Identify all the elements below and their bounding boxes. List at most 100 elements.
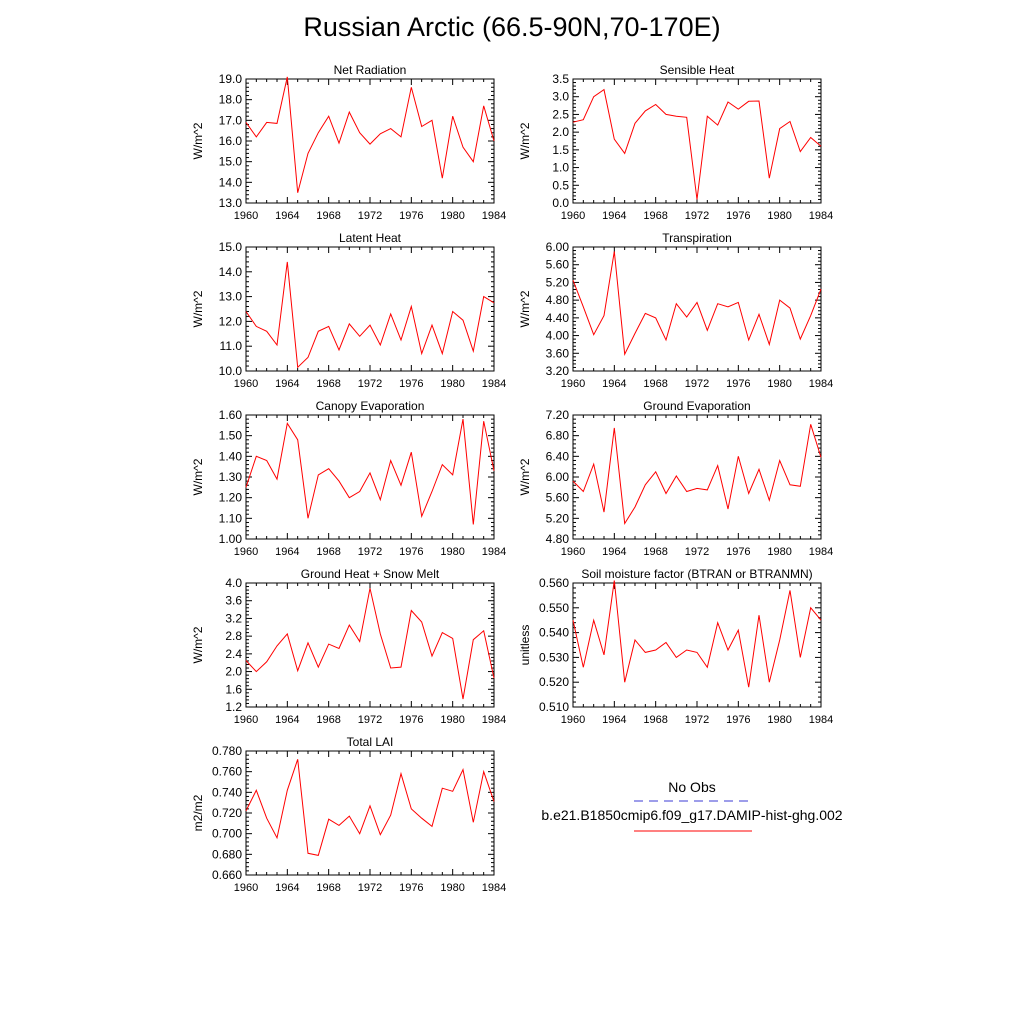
panel-title: Ground Evaporation: [643, 399, 750, 413]
y-tick-label: 0.720: [212, 806, 242, 820]
y-tick-label: 3.6: [225, 594, 242, 608]
x-tick-label: 1984: [482, 546, 506, 558]
x-tick-label: 1980: [440, 378, 464, 390]
y-tick-label: 6.40: [546, 449, 570, 463]
plot-frame: [245, 246, 495, 372]
plot-frame: [572, 246, 822, 372]
x-tick-label: 1968: [643, 714, 667, 726]
x-tick-label: 1964: [602, 210, 626, 222]
x-tick-label: 1960: [234, 378, 258, 390]
x-tick-label: 1964: [602, 378, 626, 390]
panel-title: Total LAI: [347, 735, 394, 749]
y-tick-label: 6.80: [546, 429, 570, 443]
plot-frame: [245, 414, 495, 540]
x-tick-label: 1964: [602, 546, 626, 558]
panel-title: Latent Heat: [339, 231, 402, 245]
y-tick-label: 13.0: [219, 196, 243, 210]
y-tick-label: 0.700: [212, 827, 242, 841]
y-tick-label: 0.5: [552, 178, 569, 192]
y-axis-label: W/m^2: [191, 122, 205, 159]
x-tick-label: 1968: [316, 714, 340, 726]
y-tick-label: 0.540: [539, 626, 569, 640]
series-line: [572, 251, 822, 356]
x-tick-label: 1964: [275, 546, 299, 558]
figure-title: Russian Arctic (66.5-90N,70-170E): [303, 12, 721, 42]
y-tick-label: 1.00: [219, 532, 243, 546]
y-tick-label: 1.30: [219, 470, 243, 484]
y-axis-label: unitless: [518, 625, 532, 666]
legend-model-label: b.e21.B1850cmip6.f09_g17.DAMIP-hist-ghg.…: [541, 807, 843, 823]
y-axis-label: W/m^2: [518, 122, 532, 159]
x-tick-label: 1984: [482, 882, 506, 894]
x-tick-label: 1980: [440, 714, 464, 726]
series-line: [245, 588, 495, 700]
y-tick-label: 2.0: [552, 125, 569, 139]
x-tick-label: 1976: [399, 546, 423, 558]
x-tick-label: 1980: [440, 546, 464, 558]
x-tick-label: 1980: [767, 546, 791, 558]
y-tick-label: 1.5: [552, 143, 569, 157]
x-tick-label: 1984: [809, 714, 833, 726]
x-tick-label: 1964: [275, 210, 299, 222]
x-tick-label: 1964: [275, 378, 299, 390]
x-tick-label: 1972: [358, 882, 382, 894]
plot-frame: [572, 414, 822, 540]
x-tick-label: 1964: [275, 882, 299, 894]
y-tick-label: 4.00: [546, 329, 570, 343]
plot-frame: [245, 582, 495, 708]
y-tick-label: 14.0: [219, 175, 243, 189]
y-tick-label: 4.40: [546, 311, 570, 325]
series-line: [245, 759, 495, 856]
x-tick-label: 1960: [234, 882, 258, 894]
x-tick-label: 1968: [316, 546, 340, 558]
plot-frame: [572, 582, 822, 708]
y-tick-label: 18.0: [219, 93, 243, 107]
x-tick-label: 1972: [358, 714, 382, 726]
y-tick-label: 2.0: [225, 665, 242, 679]
y-tick-label: 1.50: [219, 429, 243, 443]
panel-title: Sensible Heat: [660, 63, 735, 77]
x-tick-label: 1976: [726, 378, 750, 390]
y-tick-label: 15.0: [219, 155, 243, 169]
y-axis-label: W/m^2: [518, 458, 532, 495]
x-tick-label: 1960: [234, 546, 258, 558]
y-axis-label: m2/m2: [191, 794, 205, 831]
x-tick-label: 1968: [643, 210, 667, 222]
y-tick-label: 0.510: [539, 700, 569, 714]
x-tick-label: 1968: [316, 210, 340, 222]
y-tick-label: 12.0: [219, 314, 243, 328]
x-tick-label: 1972: [685, 378, 709, 390]
y-tick-label: 1.6: [225, 682, 242, 696]
y-tick-label: 1.10: [219, 511, 243, 525]
y-tick-label: 3.2: [225, 611, 242, 625]
y-tick-label: 3.0: [552, 90, 569, 104]
plot-frame: [245, 750, 495, 876]
x-tick-label: 1976: [399, 882, 423, 894]
y-tick-label: 5.20: [546, 275, 570, 289]
x-tick-label: 1964: [275, 714, 299, 726]
x-tick-label: 1976: [726, 210, 750, 222]
panel-title: Canopy Evaporation: [316, 399, 425, 413]
x-tick-label: 1960: [561, 378, 585, 390]
y-tick-label: 19.0: [219, 72, 243, 86]
x-tick-label: 1980: [440, 210, 464, 222]
y-axis-label: W/m^2: [191, 626, 205, 663]
x-tick-label: 1960: [234, 714, 258, 726]
x-tick-label: 1980: [767, 378, 791, 390]
panel-title: Ground Heat + Snow Melt: [301, 567, 440, 581]
x-tick-label: 1968: [316, 378, 340, 390]
x-tick-label: 1972: [358, 546, 382, 558]
y-tick-label: 0.780: [212, 744, 242, 758]
y-tick-label: 17.0: [219, 113, 243, 127]
y-tick-label: 13.0: [219, 290, 243, 304]
y-tick-label: 3.60: [546, 346, 570, 360]
x-tick-label: 1972: [685, 210, 709, 222]
series-line: [245, 419, 495, 525]
panel-title: Transpiration: [662, 231, 732, 245]
plot-frame: [572, 78, 822, 204]
y-tick-label: 10.0: [219, 364, 243, 378]
x-tick-label: 1976: [726, 546, 750, 558]
x-tick-label: 1968: [316, 882, 340, 894]
y-axis-label: W/m^2: [191, 458, 205, 495]
y-tick-label: 0.560: [539, 576, 569, 590]
